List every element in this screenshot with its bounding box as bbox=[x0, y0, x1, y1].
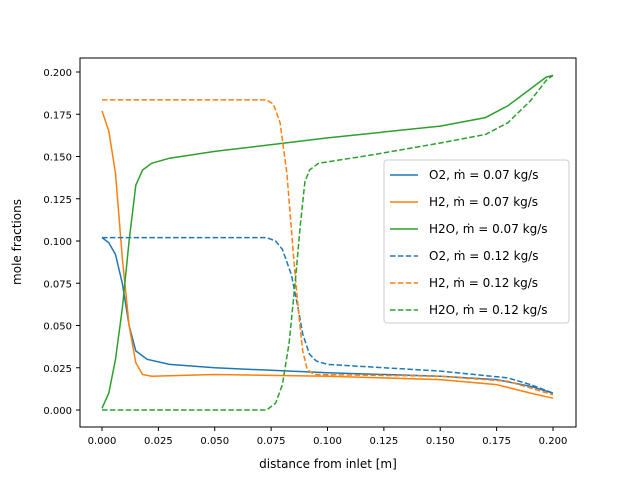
series-line-2 bbox=[101, 74, 554, 409]
x-axis-label: distance from inlet [m] bbox=[259, 457, 397, 471]
y-tick-label: 0.025 bbox=[43, 364, 72, 375]
x-tick-label: 0.100 bbox=[313, 436, 342, 447]
legend-label-0: O2, ṁ = 0.07 kg/s bbox=[429, 168, 538, 182]
y-axis-label: mole fractions bbox=[10, 199, 24, 285]
y-tick-label: 0.050 bbox=[43, 322, 72, 333]
y-tick-label: 0.125 bbox=[43, 195, 72, 206]
x-tick-label: 0.050 bbox=[200, 436, 229, 447]
legend-label-4: H2, ṁ = 0.12 kg/s bbox=[429, 276, 538, 290]
x-tick-label: 0.125 bbox=[370, 436, 399, 447]
y-tick-label: 0.000 bbox=[43, 406, 72, 417]
legend-label-2: H2O, ṁ = 0.07 kg/s bbox=[429, 222, 548, 236]
y-tick-label: 0.200 bbox=[43, 68, 72, 79]
series-line-4 bbox=[102, 99, 554, 396]
series-line-5 bbox=[102, 74, 554, 411]
x-tick-label: 0.200 bbox=[539, 436, 568, 447]
x-tick-label: 0.075 bbox=[257, 436, 286, 447]
legend-label-3: O2, ṁ = 0.12 kg/s bbox=[429, 249, 538, 263]
series-line-0 bbox=[101, 237, 554, 394]
legend-label-1: H2, ṁ = 0.07 kg/s bbox=[429, 195, 538, 209]
y-tick-label: 0.175 bbox=[43, 110, 72, 121]
y-tick-label: 0.075 bbox=[43, 279, 72, 290]
legend: O2, ṁ = 0.07 kg/s H2, ṁ = 0.07 kg/s H2O, ṁ… bbox=[383, 159, 570, 324]
y-tick-label: 0.100 bbox=[43, 237, 72, 248]
y-tick-label: 0.150 bbox=[43, 153, 72, 164]
series-line-3 bbox=[102, 236, 554, 394]
x-tick-label: 0.150 bbox=[426, 436, 455, 447]
series-line-1 bbox=[101, 110, 554, 399]
legend-label-5: H2O, ṁ = 0.12 kg/s bbox=[429, 303, 548, 317]
x-tick-label: 0.175 bbox=[482, 436, 511, 447]
x-tick-label: 0.000 bbox=[88, 436, 117, 447]
x-tick-label: 0.025 bbox=[144, 436, 173, 447]
